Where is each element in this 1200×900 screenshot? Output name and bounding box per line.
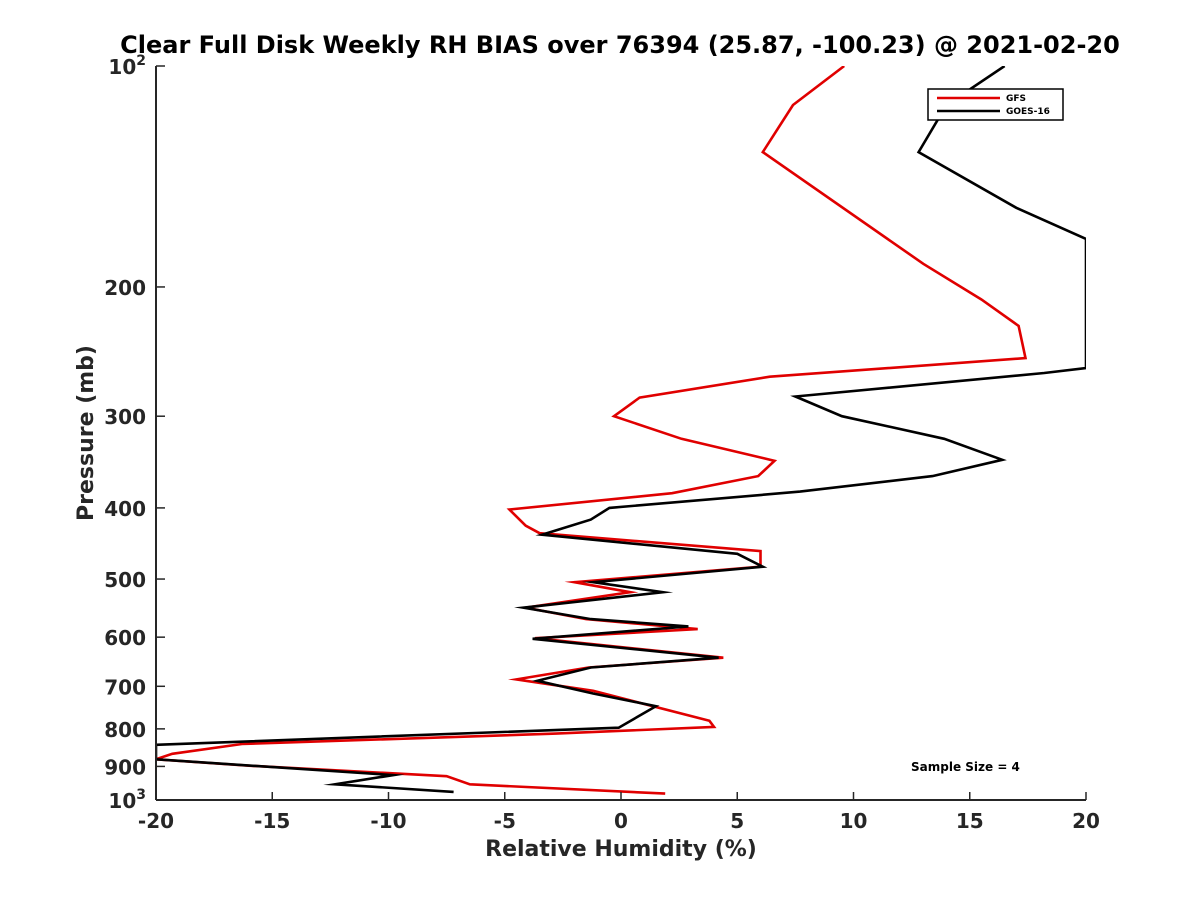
series-line-gfs <box>156 66 1028 795</box>
legend-box <box>927 88 1064 121</box>
y-tick-label: 700 <box>104 675 146 699</box>
chart-title: Clear Full Disk Weekly RH BIAS over 7639… <box>120 31 1120 59</box>
y-axis-ticks: 102 200 300 400 500 600 700 800 900 103 <box>104 53 165 813</box>
x-tick-label: -20 <box>138 809 174 833</box>
sample-size-annotation: Sample Size = 4 <box>911 760 1020 774</box>
y-axis-label: Pressure (mb) <box>74 345 99 521</box>
legend-label-gfs: GFS <box>1006 94 1026 104</box>
series-layer <box>156 66 1086 795</box>
y-tick-label: 400 <box>104 497 146 521</box>
y-tick-label: 200 <box>104 276 146 300</box>
y-tick-label: 500 <box>104 568 146 592</box>
legend: GFS GOES-16 <box>927 88 1064 121</box>
plot-area: -20 -15 -10 -5 0 5 10 15 20 102 200 300 400 500 600 70… <box>104 53 1100 833</box>
x-tick-label: 20 <box>1072 809 1100 833</box>
x-tick-label: -10 <box>370 809 406 833</box>
legend-label-goes16: GOES-16 <box>1006 107 1050 117</box>
y-tick-label: 600 <box>104 626 146 650</box>
x-tick-label: 0 <box>614 809 628 833</box>
x-tick-label: 15 <box>956 809 984 833</box>
y-tick-label: 900 <box>104 755 146 779</box>
x-tick-label: -15 <box>254 809 290 833</box>
series-line-goes-16 <box>156 66 1086 794</box>
x-axis-ticks: -20 -15 -10 -5 0 5 10 15 20 <box>138 792 1100 833</box>
y-tick-label: 102 <box>108 53 146 79</box>
x-tick-label: 10 <box>840 809 868 833</box>
y-tick-label: 300 <box>104 405 146 429</box>
x-axis-label: Relative Humidity (%) <box>485 837 757 862</box>
x-tick-label: 5 <box>730 809 744 833</box>
x-tick-label: -5 <box>494 809 516 833</box>
y-tick-label: 800 <box>104 718 146 742</box>
y-tick-label: 103 <box>108 787 146 813</box>
